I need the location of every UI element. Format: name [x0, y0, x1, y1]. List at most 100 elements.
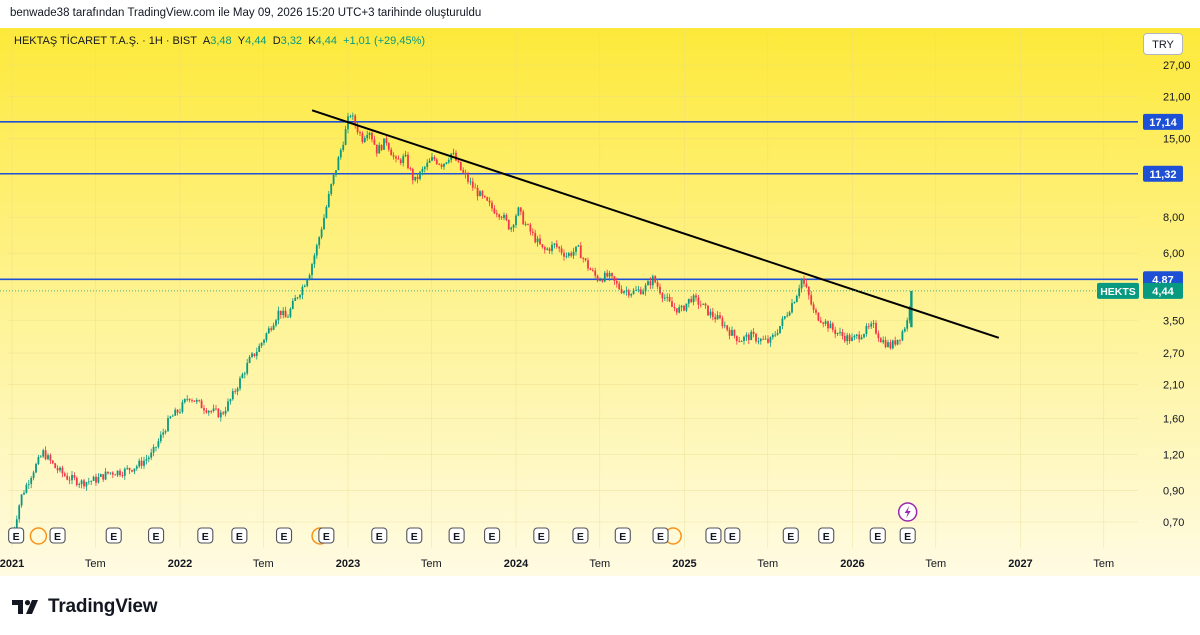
candle-body — [179, 411, 181, 413]
candle-body — [678, 307, 681, 313]
candle-body — [78, 484, 81, 486]
candle-body — [771, 334, 774, 338]
x-tick-label: 2021 — [0, 558, 24, 570]
candle-body — [215, 408, 217, 410]
legend-high: 4,44 — [245, 35, 267, 47]
candle-body — [260, 342, 263, 346]
candle-body — [169, 416, 172, 419]
currency-button[interactable]: TRY — [1143, 33, 1183, 55]
candle-body — [661, 293, 664, 299]
candle-body — [714, 316, 717, 320]
candle-body — [637, 289, 640, 291]
candle-body — [203, 408, 205, 411]
earnings-marker-label: E — [153, 531, 160, 543]
candle-body — [87, 481, 90, 483]
candle-body — [464, 172, 467, 175]
candle-body — [363, 138, 366, 142]
candle-body — [603, 272, 606, 282]
candle-body — [143, 460, 145, 466]
legend-symbol[interactable]: HEKTAŞ TİCARET T.A.Ş. — [14, 35, 140, 47]
candle-body — [827, 321, 829, 329]
candle-body — [402, 156, 405, 163]
candle-body — [735, 335, 738, 342]
candle-body — [582, 258, 585, 259]
candle-body — [378, 145, 381, 154]
candle-body — [834, 329, 837, 334]
candle-body — [503, 214, 505, 218]
candle-body — [296, 297, 299, 299]
candle-body — [162, 432, 165, 435]
candle-body — [479, 191, 481, 197]
candle-body — [164, 431, 167, 433]
candle-body — [836, 332, 839, 334]
candle-body — [342, 144, 345, 150]
tradingview-footer: TradingView — [12, 596, 158, 618]
x-tick-label: 2027 — [1008, 558, 1032, 570]
candle-body — [855, 334, 858, 336]
candle-body — [627, 290, 630, 296]
legend-interval[interactable]: 1H — [148, 35, 163, 47]
candle-body — [229, 399, 232, 402]
earnings-marker-icon — [782, 527, 799, 544]
candle-body — [764, 338, 767, 340]
candle-body — [740, 341, 743, 342]
candle-body — [395, 156, 397, 159]
candle-body — [99, 474, 102, 477]
earnings-marker-icon — [197, 527, 214, 544]
lightning-glyph-icon — [904, 506, 911, 518]
x-tick-label: 2022 — [168, 558, 192, 570]
candle-body — [793, 302, 796, 304]
level-label: 17,14 — [1149, 117, 1177, 129]
candle-body — [817, 312, 820, 321]
candle-body — [611, 272, 613, 277]
candle-body — [779, 325, 781, 334]
candle-body — [116, 470, 119, 476]
earnings-marker-label: E — [236, 531, 243, 543]
candle-body — [222, 412, 225, 414]
tradingview-logo-icon — [12, 600, 38, 614]
candle-body — [531, 231, 534, 233]
candle-body — [752, 331, 755, 334]
earnings-marker-label: E — [453, 531, 460, 543]
candle-body — [35, 463, 37, 473]
candle-body — [407, 154, 409, 169]
candle-body — [589, 268, 592, 270]
candle-body — [95, 476, 97, 483]
candle-body — [392, 155, 395, 157]
candle-body — [599, 280, 601, 281]
candle-body — [51, 460, 54, 464]
earnings-marker-icon — [8, 527, 25, 544]
candle-body — [270, 328, 273, 330]
candle-body — [339, 149, 342, 158]
candle-body — [155, 446, 157, 448]
candle-body — [512, 225, 515, 228]
y-tick-label: 6,00 — [1163, 248, 1184, 260]
y-tick-label: 1,20 — [1163, 450, 1184, 462]
candle-body — [200, 400, 203, 409]
candle-body — [683, 305, 685, 311]
candle-body — [762, 338, 765, 340]
candle-body — [601, 280, 604, 282]
candle-body — [608, 272, 611, 277]
candle-body — [594, 270, 597, 276]
candle-body — [906, 320, 909, 329]
candle-body — [368, 132, 371, 136]
candle-body — [135, 466, 138, 469]
candle-body — [908, 307, 911, 321]
candle-body — [83, 480, 85, 487]
candle-body — [80, 480, 83, 485]
candle-body — [625, 290, 628, 292]
earnings-marker-icon — [148, 527, 165, 544]
candle-body — [455, 152, 457, 161]
earnings-marker-icon — [869, 527, 886, 544]
earnings-marker-icon — [572, 527, 589, 544]
candle-body — [889, 342, 892, 349]
candle-body — [829, 323, 832, 329]
candle-body — [551, 244, 553, 252]
candle-body — [733, 329, 736, 336]
earnings-marker-label: E — [323, 531, 330, 543]
candle-body — [685, 303, 688, 311]
candle-body — [872, 323, 875, 324]
candle-body — [798, 288, 801, 297]
